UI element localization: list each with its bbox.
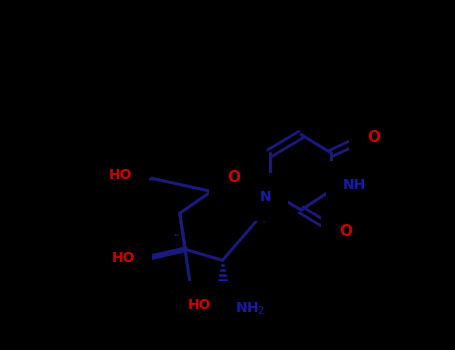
Text: HO: HO xyxy=(108,168,132,182)
Polygon shape xyxy=(252,191,270,221)
Text: HO: HO xyxy=(112,251,135,265)
Text: ″: ″ xyxy=(171,289,177,302)
Text: ″: ″ xyxy=(174,233,180,246)
Text: O: O xyxy=(368,130,381,145)
Text: N: N xyxy=(259,190,271,204)
Text: NH$_2$: NH$_2$ xyxy=(235,300,266,317)
Text: O: O xyxy=(339,224,353,239)
Text: HO: HO xyxy=(188,298,212,312)
Text: NH: NH xyxy=(342,178,365,192)
Text: O: O xyxy=(227,170,240,185)
